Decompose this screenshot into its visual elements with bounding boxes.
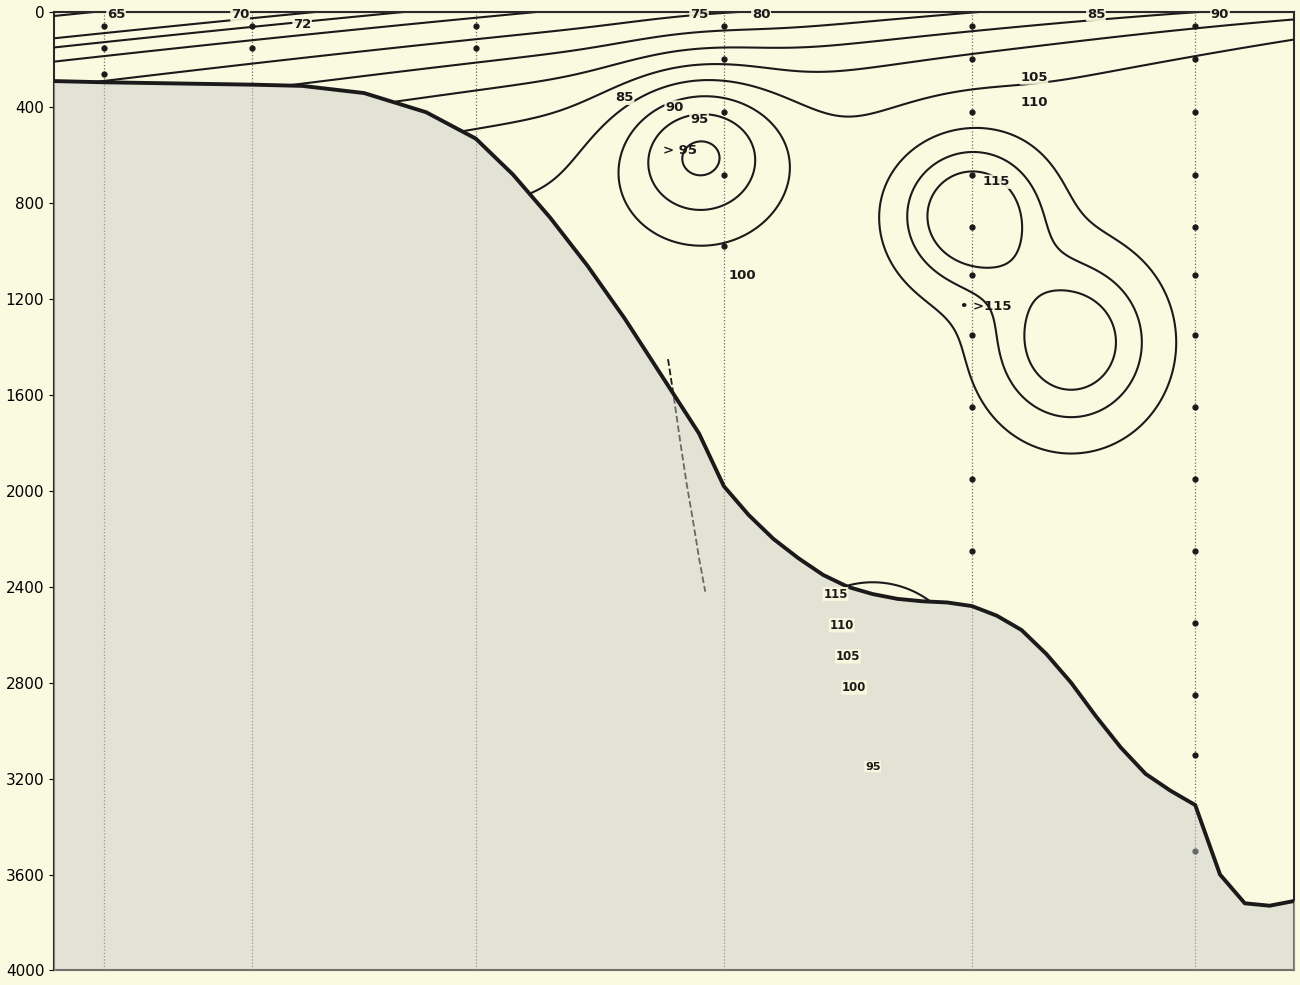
- Text: > 95: > 95: [663, 144, 697, 157]
- Text: • >115: • >115: [959, 299, 1011, 313]
- Text: 95: 95: [690, 113, 709, 126]
- Text: 75: 75: [690, 8, 709, 21]
- Text: 85: 85: [615, 92, 634, 104]
- Text: 115: 115: [983, 175, 1010, 188]
- Text: 115: 115: [823, 588, 848, 601]
- Text: 90: 90: [666, 100, 684, 114]
- Text: 95: 95: [864, 761, 880, 771]
- Text: 105: 105: [1020, 71, 1048, 84]
- Text: 105: 105: [836, 650, 861, 663]
- Text: 100: 100: [842, 681, 866, 694]
- Text: 85: 85: [1087, 8, 1105, 21]
- Text: 110: 110: [829, 619, 854, 631]
- Text: 110: 110: [1020, 97, 1048, 109]
- Text: 90: 90: [1210, 8, 1230, 21]
- Text: 70: 70: [231, 8, 250, 21]
- Text: 65: 65: [107, 8, 125, 21]
- Text: 80: 80: [751, 8, 771, 21]
- Text: 100: 100: [728, 269, 757, 282]
- Text: 72: 72: [292, 19, 311, 32]
